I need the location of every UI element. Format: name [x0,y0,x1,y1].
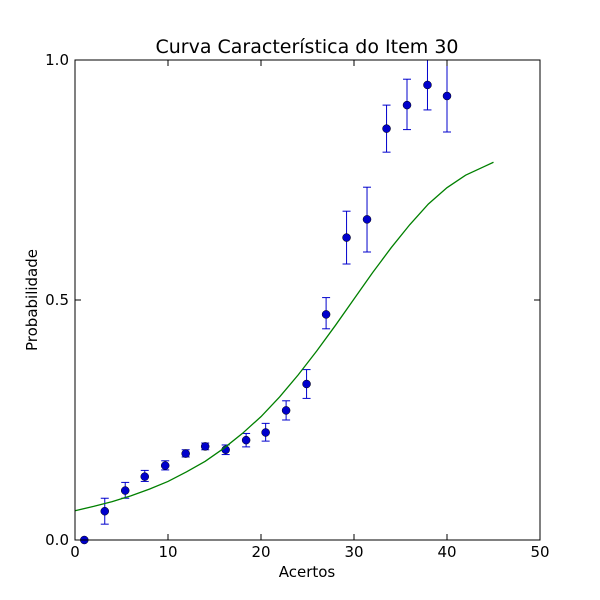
y-tick-label: 0.5 [45,291,69,309]
data-point [382,124,391,133]
x-tick-label: 50 [530,543,549,561]
data-point [261,428,270,437]
data-point [302,379,311,389]
y-tick-label: 1.0 [45,51,69,69]
x-axis-label: Acertos [279,563,336,581]
data-point [342,233,351,242]
chart-title: Curva Característica do Item 30 [155,36,458,58]
ticks-layer: 0 10 20 30 40 50 0.0 0.5 1.0 [45,51,549,561]
data-point [321,310,331,319]
x-tick-label: 30 [344,543,363,561]
data-point [181,449,190,458]
data-point [442,91,452,101]
data-point [281,406,291,415]
data-point [100,506,110,516]
x-tick-label: 40 [437,543,456,561]
data-point [423,80,432,90]
data-point [200,442,210,451]
data-point [120,486,130,495]
plot-layer [74,59,494,545]
x-tick-label: 10 [158,543,177,561]
data-point [362,215,372,224]
data-point [402,100,412,110]
fitted-curve-line [74,161,494,512]
y-tick-label: 0.0 [45,531,69,549]
data-point [241,435,251,445]
plot-frame [74,59,541,541]
data-point [140,472,149,481]
y-axis-label: Probabilidade [23,249,41,351]
x-tick-label: 0 [70,543,80,561]
data-point [160,461,170,470]
x-tick-label: 20 [251,543,270,561]
